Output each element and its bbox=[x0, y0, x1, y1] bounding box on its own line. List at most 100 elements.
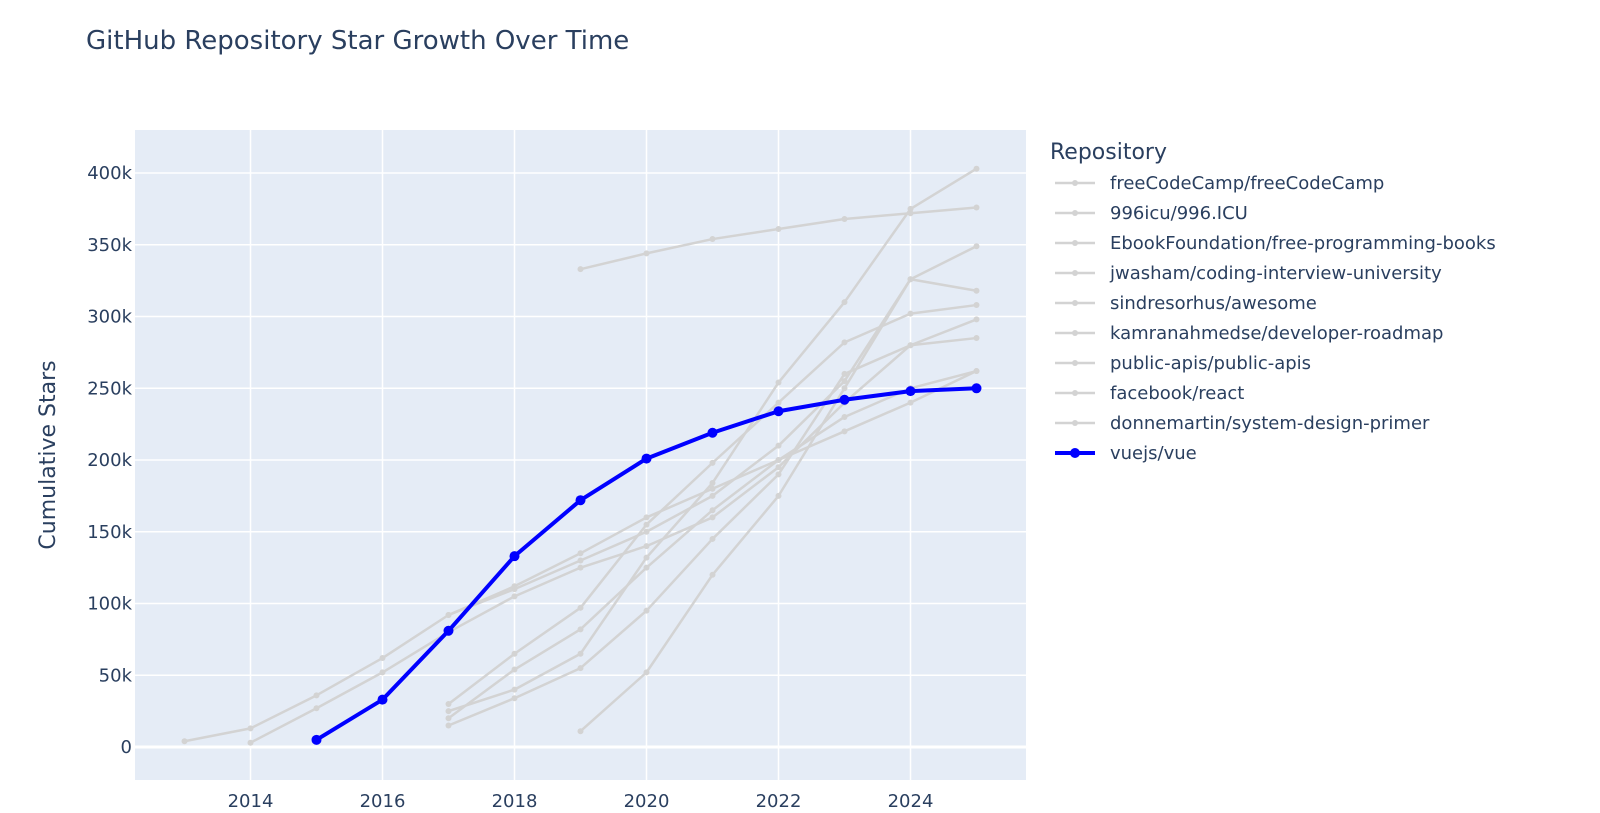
data-point bbox=[511, 583, 518, 590]
legend-swatch-marker bbox=[1072, 210, 1078, 216]
data-point bbox=[709, 492, 716, 499]
legend-swatch-marker bbox=[1072, 270, 1078, 276]
legend-label: 996icu/996.ICU bbox=[1110, 203, 1248, 224]
data-point bbox=[709, 535, 716, 542]
data-point bbox=[313, 705, 320, 712]
data-point bbox=[973, 165, 980, 172]
data-point bbox=[643, 514, 650, 521]
plot-area bbox=[135, 130, 1026, 780]
data-point bbox=[643, 669, 650, 676]
data-point bbox=[709, 459, 716, 466]
data-point bbox=[907, 205, 914, 212]
data-point bbox=[775, 226, 782, 233]
data-point bbox=[971, 383, 982, 394]
data-point bbox=[973, 368, 980, 375]
legend-label: EbookFoundation/free-programming-books bbox=[1110, 233, 1496, 254]
data-point bbox=[641, 453, 652, 464]
legend-item[interactable]: facebook/react bbox=[1055, 383, 1244, 404]
data-point bbox=[841, 428, 848, 435]
data-point bbox=[907, 276, 914, 283]
data-point bbox=[905, 386, 916, 397]
data-point bbox=[577, 728, 584, 735]
data-point bbox=[577, 665, 584, 672]
y-tick-label: 0 bbox=[121, 737, 132, 758]
data-point bbox=[709, 236, 716, 243]
data-point bbox=[643, 564, 650, 571]
x-tick-label: 2016 bbox=[360, 791, 406, 812]
data-point bbox=[247, 725, 254, 732]
legend-swatch-marker bbox=[1070, 448, 1080, 458]
legend-item[interactable]: jwasham/coding-interview-university bbox=[1055, 263, 1442, 284]
data-point bbox=[511, 666, 518, 673]
data-point bbox=[181, 738, 188, 745]
legend-swatch-marker bbox=[1072, 330, 1078, 336]
legend-title: Repository bbox=[1050, 140, 1167, 165]
legend-item[interactable]: donnemartin/system-design-primer bbox=[1055, 413, 1430, 434]
x-tick-label: 2020 bbox=[624, 791, 670, 812]
data-point bbox=[775, 442, 782, 449]
legend-item[interactable]: EbookFoundation/free-programming-books bbox=[1055, 233, 1496, 254]
data-point bbox=[313, 692, 320, 699]
legend-item[interactable]: vuejs/vue bbox=[1055, 443, 1197, 464]
data-point bbox=[707, 427, 718, 438]
legend-item[interactable]: public-apis/public-apis bbox=[1055, 353, 1311, 374]
data-point bbox=[973, 335, 980, 342]
x-tick-label: 2024 bbox=[888, 791, 934, 812]
data-point bbox=[577, 266, 584, 273]
data-point bbox=[841, 215, 848, 222]
legend-label: freeCodeCamp/freeCodeCamp bbox=[1110, 173, 1384, 194]
data-point bbox=[511, 650, 518, 657]
data-point bbox=[775, 457, 782, 464]
legend-swatch-marker bbox=[1072, 300, 1078, 306]
legend-item[interactable]: freeCodeCamp/freeCodeCamp bbox=[1055, 173, 1384, 194]
data-point bbox=[973, 316, 980, 323]
legend-item[interactable]: sindresorhus/awesome bbox=[1055, 293, 1317, 314]
legend-item[interactable]: kamranahmedse/developer-roadmap bbox=[1055, 323, 1443, 344]
data-point bbox=[577, 626, 584, 633]
data-point bbox=[643, 528, 650, 535]
legend-label: kamranahmedse/developer-roadmap bbox=[1110, 323, 1443, 344]
data-point bbox=[709, 514, 716, 521]
data-point bbox=[445, 708, 452, 715]
data-point bbox=[379, 655, 386, 662]
data-point bbox=[643, 554, 650, 561]
data-point bbox=[973, 243, 980, 250]
data-point bbox=[773, 406, 784, 417]
y-tick-label: 250k bbox=[87, 378, 132, 399]
y-tick-label: 350k bbox=[87, 235, 132, 256]
legend-swatch-marker bbox=[1072, 240, 1078, 246]
data-point bbox=[445, 715, 452, 722]
data-point bbox=[643, 521, 650, 528]
data-point bbox=[709, 479, 716, 486]
data-point bbox=[841, 299, 848, 306]
data-point bbox=[775, 399, 782, 406]
data-point bbox=[509, 551, 520, 562]
data-point bbox=[841, 378, 848, 385]
series-donnemartin-system-design-primer bbox=[445, 165, 980, 715]
data-point bbox=[907, 342, 914, 349]
chart-title: GitHub Repository Star Growth Over Time bbox=[86, 26, 629, 56]
y-tick-label: 150k bbox=[87, 522, 132, 543]
series-facebook-react bbox=[445, 368, 980, 618]
data-point bbox=[973, 204, 980, 211]
data-point bbox=[247, 739, 254, 746]
legend: Repository freeCodeCamp/freeCodeCamp 996i… bbox=[1050, 140, 1496, 464]
data-point bbox=[511, 695, 518, 702]
data-point bbox=[841, 413, 848, 420]
series-line bbox=[249, 318, 977, 744]
data-point bbox=[443, 625, 454, 636]
data-point bbox=[775, 471, 782, 478]
data-point bbox=[643, 250, 650, 257]
data-point bbox=[973, 302, 980, 309]
x-tick-label: 2014 bbox=[228, 791, 274, 812]
data-point bbox=[511, 593, 518, 600]
legend-label: jwasham/coding-interview-university bbox=[1109, 263, 1442, 284]
legend-item[interactable]: 996icu/996.ICU bbox=[1055, 203, 1248, 224]
data-point bbox=[311, 734, 322, 745]
y-axis-label: Cumulative Stars bbox=[36, 360, 61, 549]
series-996icu-996-icu bbox=[577, 204, 980, 273]
data-point bbox=[379, 669, 386, 676]
data-point bbox=[907, 399, 914, 406]
data-point bbox=[511, 686, 518, 693]
